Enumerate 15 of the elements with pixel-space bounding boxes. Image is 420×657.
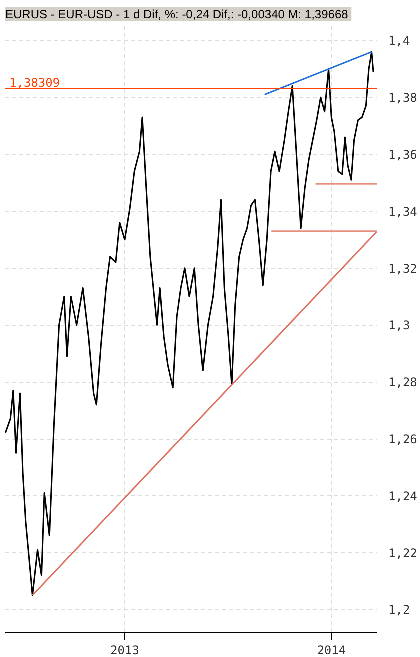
y-tick-label: 1,36 <box>388 148 418 162</box>
y-tick-label: 1,38 <box>388 91 418 106</box>
chart-title: EURUS - EUR-USD - 1 d Dif, %: -0,24 Dif,: -0,00340 M: 1,39668 <box>6 8 349 22</box>
y-tick-label: 1,24 <box>388 489 418 504</box>
x-tick-label: 2013 <box>110 644 140 657</box>
y-tick-label: 1,32 <box>388 262 418 276</box>
y-tick-label: 1,2 <box>388 603 410 618</box>
y-tick-label: 1,34 <box>388 204 418 219</box>
y-tick-label: 1,26 <box>388 432 418 447</box>
y-tick-label: 1,4 <box>388 34 410 48</box>
x-tick-label: 2014 <box>317 644 346 657</box>
ref-line-label: 1,38309 <box>10 76 60 90</box>
y-tick-label: 1,22 <box>388 546 418 560</box>
y-tick-label: 1,28 <box>388 376 418 390</box>
y-tick-label: 1,3 <box>388 318 410 333</box>
